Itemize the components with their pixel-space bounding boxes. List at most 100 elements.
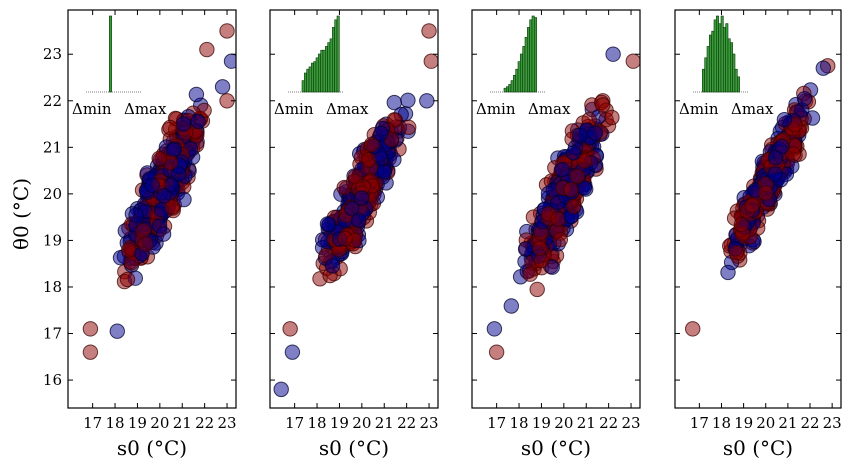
x-tick-label: 17 (487, 414, 506, 432)
hist-bar (318, 53, 321, 93)
hist-bar (522, 46, 526, 93)
hist-bar (308, 66, 312, 93)
data-point-red (82, 344, 99, 360)
data-point-blue (155, 226, 172, 242)
data-point-red (401, 119, 417, 136)
hist-bar (301, 80, 305, 93)
data-point-red (529, 281, 545, 298)
x-tick-label: 20 (554, 414, 573, 432)
data-point-red (282, 321, 298, 337)
x-axis-label: s0 (°C) (117, 436, 187, 460)
data-point-blue (190, 113, 206, 130)
hist-bar (322, 49, 326, 93)
data-point-blue (284, 344, 301, 360)
panel-2: 17 18 19 20 21 22 23 s0 (°C) Δmin Δmax (269, 9, 439, 460)
data-point-red (550, 211, 566, 227)
hist-bar (727, 38, 731, 93)
data-point-blue (554, 162, 570, 178)
data-point-red (552, 231, 568, 248)
x-tick-label: 19 (128, 414, 147, 432)
hist-bar (713, 19, 717, 93)
data-point-red (576, 153, 592, 169)
panel-3: 17 18 19 20 21 22 23 s0 (°C) Δmin Δmax (471, 9, 641, 460)
data-point-red (569, 168, 585, 185)
data-point-blue (503, 298, 519, 314)
x-tick-label: 22 (599, 414, 618, 432)
data-point-red (337, 230, 353, 247)
data-point-blue (486, 321, 503, 337)
x-tick-label: 18 (307, 414, 326, 432)
data-point-blue (170, 166, 187, 182)
inset-histogram: Δmin Δmax (274, 15, 369, 118)
hist-bar (315, 57, 319, 93)
data-point-red (363, 136, 380, 153)
y-tick-label: 16 (43, 371, 62, 389)
hist-bar (517, 61, 521, 93)
inset-label-min: Δmin (679, 100, 719, 118)
data-point-blue (796, 91, 813, 107)
hist-bar (320, 49, 324, 93)
hist-bar (510, 80, 514, 93)
y-tick-label: 22 (43, 92, 62, 110)
data-point-red (361, 152, 377, 168)
hist-bar (704, 57, 708, 93)
data-point-red (423, 53, 438, 69)
x-tick-label: 20 (756, 414, 775, 432)
hist-bar (716, 15, 719, 93)
x-tick-label: 18 (105, 414, 124, 432)
hist-bar (723, 27, 726, 93)
hist-bar (325, 46, 328, 93)
x-tick-label: 21 (173, 414, 192, 432)
x-tick-label: 21 (778, 414, 797, 432)
data-point-red (199, 41, 215, 58)
x-tick-label: 17 (690, 414, 709, 432)
data-point-red (138, 236, 154, 252)
x-tick-label: 20 (352, 414, 371, 432)
inset-label-min: Δmin (476, 100, 516, 118)
data-point-blue (572, 127, 588, 144)
data-point-red (563, 182, 579, 198)
x-tick-label: 17 (285, 414, 304, 432)
x-tick-label: 18 (509, 414, 528, 432)
hist-bar (313, 61, 317, 93)
data-point-blue (517, 241, 534, 257)
data-point-blue (144, 177, 160, 194)
x-tick-label: 22 (397, 414, 416, 432)
hist-bar (329, 38, 333, 93)
x-tick-label: 23 (621, 414, 640, 432)
data-point-red (758, 185, 774, 201)
x-tick-label: 23 (823, 414, 842, 432)
data-point-blue (351, 212, 367, 229)
panel-4: 17 18 19 20 21 22 23 s0 (°C) Δmin Δmax (674, 9, 842, 460)
data-point-red (604, 109, 620, 126)
data-point-blue (419, 93, 435, 109)
data-point-blue (156, 188, 172, 204)
data-point-red (121, 242, 137, 258)
inset-histogram: Δmin Δmax (476, 15, 571, 118)
hist-bar (732, 53, 736, 93)
hist-bar (508, 84, 512, 93)
points-panel-3 (486, 46, 640, 360)
data-point-blue (720, 264, 736, 281)
data-point-red (119, 271, 136, 288)
data-point-blue (273, 381, 289, 398)
inset-label-max: Δmax (528, 100, 571, 118)
y-tick-label: 20 (43, 185, 62, 203)
x-tick-label: 22 (800, 414, 819, 432)
axes-frame (67, 9, 237, 409)
x-axis-label: s0 (°C) (723, 436, 793, 460)
inset-histogram: Δmin Δmax (679, 15, 774, 118)
x-tick-label: 21 (577, 414, 596, 432)
hist-bar (709, 34, 712, 93)
data-point-red (733, 216, 750, 233)
x-tick-label: 22 (195, 414, 214, 432)
hist-bar (725, 23, 729, 93)
data-point-red (162, 119, 178, 136)
data-point-red (625, 53, 640, 69)
data-point-blue (188, 86, 205, 103)
data-point-red (595, 97, 611, 113)
hist-bar (734, 68, 738, 93)
y-tick-label: 19 (43, 231, 62, 249)
